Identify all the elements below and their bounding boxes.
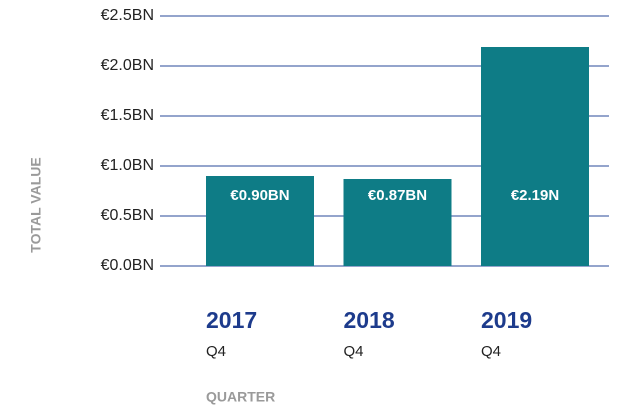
y-tick-label: €1.5BN [101,107,154,124]
y-tick-label: €1.0BN [101,157,154,174]
bar [481,47,589,266]
bar [343,179,452,266]
x-tick-label: 2017 [206,307,257,333]
y-axis-label: TOTAL VALUE [28,157,44,252]
x-tick-sublabel: Q4 [206,343,226,360]
y-tick-label: €0.5BN [101,207,154,224]
y-tick-label: €0.0BN [101,257,154,274]
value-label: €0.87BN [368,187,427,204]
x-tick-label: 2018 [344,307,395,333]
value-label: €0.90BN [230,187,289,204]
x-tick-label: 2019 [481,307,532,333]
y-tick-label: €2.0BN [101,57,154,74]
x-tick-sublabel: Q4 [481,343,501,360]
bar [206,176,314,266]
x-axis-label: QUARTER [206,389,275,405]
value-label: €2.19N [511,187,559,204]
y-tick-label: €2.5BN [101,7,154,24]
x-tick-sublabel: Q4 [344,343,364,360]
